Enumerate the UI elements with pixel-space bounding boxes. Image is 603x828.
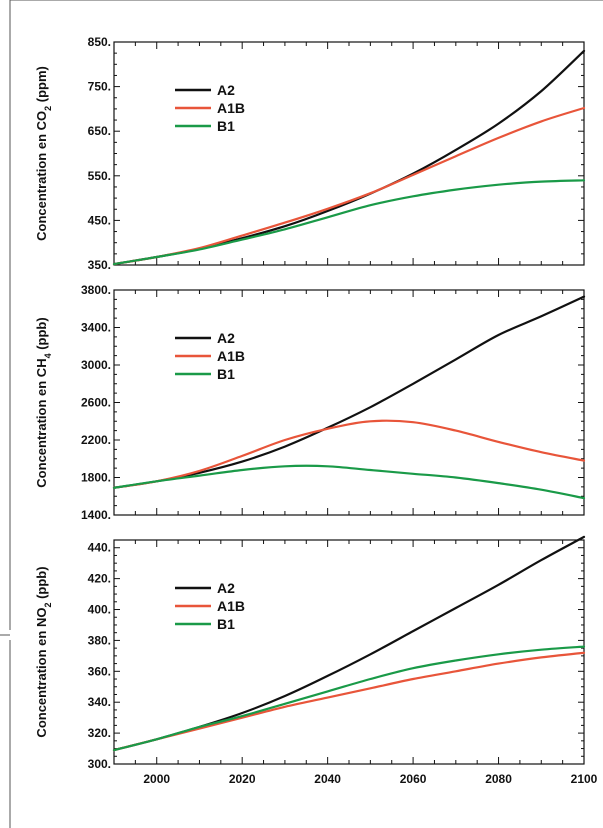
series-line-a1b xyxy=(112,106,586,266)
y-axis-label-main: Concentration en NO xyxy=(34,608,49,738)
legend-label-b1: B1 xyxy=(217,366,235,382)
chart-panel-3: 300. 320. 340. 360. 380. 400. 420. 440. 2000 2020… xyxy=(34,535,598,786)
y-tick-label: 300. xyxy=(88,757,111,771)
x-tick-label: 2080 xyxy=(485,772,512,786)
y-axis-label-subscript: 2 xyxy=(43,603,53,608)
y-tick-label: 2600. xyxy=(81,396,111,410)
y-tick-label: 750. xyxy=(88,80,111,94)
y-tick-label: 350. xyxy=(88,258,111,272)
y-axis-label-unit: (ppm) xyxy=(34,66,49,106)
series-line-b1 xyxy=(112,645,586,752)
y-axis-label-main: Concentration en CO xyxy=(34,111,49,241)
y-axis-label-unit: (ppb) xyxy=(34,566,49,602)
y-tick-label: 650. xyxy=(88,124,111,138)
y-tick-label: 850. xyxy=(88,35,111,49)
y-tick-label: 1800. xyxy=(81,471,111,485)
plot-frame xyxy=(113,41,585,266)
x-tick-label: 2000 xyxy=(143,772,170,786)
series-line-b1 xyxy=(112,179,586,266)
legend-label-b1: B1 xyxy=(217,118,235,134)
y-tick-label: 2200. xyxy=(81,433,111,447)
panels: 350. 450. 550. 650. 750. 850. Concentration en… xyxy=(34,35,598,786)
y-tick-label: 550. xyxy=(88,169,111,183)
y-tick-label: 3000. xyxy=(81,358,111,372)
y-tick-label: 420. xyxy=(88,572,111,586)
series-line-a2 xyxy=(112,295,586,489)
chart-panel-1: 350. 450. 550. 650. 750. 850. Concentration en… xyxy=(34,35,586,272)
series-line-a2 xyxy=(112,49,586,266)
x-tick-label: 2040 xyxy=(314,772,341,786)
y-axis-label: Concentration en CH4 (ppb) xyxy=(34,317,53,487)
y-tick-label: 450. xyxy=(88,213,111,227)
legend-label-a1b: A1B xyxy=(217,348,245,364)
series-line-a1b xyxy=(112,419,586,489)
x-tick-label: 2100 xyxy=(571,772,598,786)
y-tick-label: 400. xyxy=(88,603,111,617)
y-axis-label-main: Concentration en CH xyxy=(34,358,49,487)
series-line-a2 xyxy=(112,535,586,752)
y-axis-label: Concentration en CO2 (ppm) xyxy=(34,66,53,241)
y-axis-label-unit: (ppb) xyxy=(34,317,49,353)
legend-label-a1b: A1B xyxy=(217,100,245,116)
legend-label-a2: A2 xyxy=(217,330,235,346)
y-tick-label: 3400. xyxy=(81,321,111,335)
y-axis-label-subscript: 4 xyxy=(43,353,53,358)
y-tick-label: 360. xyxy=(88,664,111,678)
legend-label-a2: A2 xyxy=(217,82,235,98)
y-tick-label: 320. xyxy=(88,726,111,740)
plot-frame xyxy=(113,289,585,516)
y-tick-label: 3800. xyxy=(81,283,111,297)
y-axis-label-subscript: 2 xyxy=(43,106,53,111)
legend-label-b1: B1 xyxy=(217,616,235,632)
legend-label-a2: A2 xyxy=(217,580,235,596)
y-tick-label: 340. xyxy=(88,695,111,709)
x-tick-label: 2020 xyxy=(229,772,256,786)
series-line-a1b xyxy=(112,651,586,752)
x-tick-label: 2060 xyxy=(400,772,427,786)
y-tick-label: 1400. xyxy=(81,508,111,522)
legend-label-a1b: A1B xyxy=(217,598,245,614)
y-tick-label: 380. xyxy=(88,633,111,647)
series-line-b1 xyxy=(112,464,586,500)
y-axis-label: Concentration en NO2 (ppb) xyxy=(34,566,53,737)
y-tick-label: 440. xyxy=(88,541,111,555)
chart-panel-2: 1400. 1800. 2200. 2600. 3000. 3400. 3800. Conce… xyxy=(34,283,586,522)
